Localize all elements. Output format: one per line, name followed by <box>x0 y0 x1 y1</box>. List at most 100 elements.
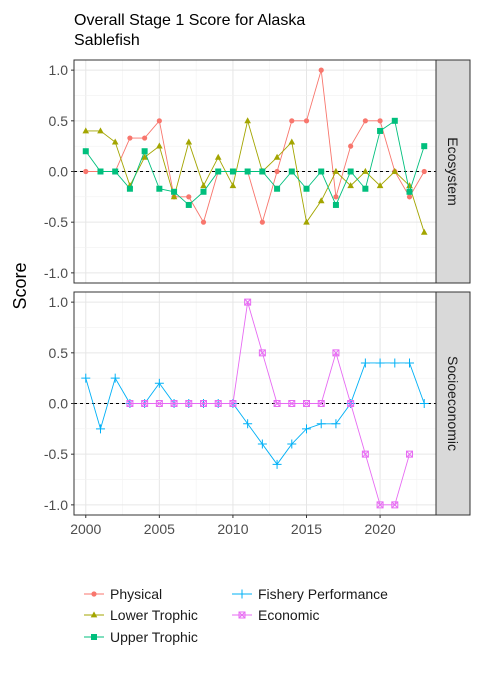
data-point-economic <box>155 400 163 407</box>
data-point-lower-trophic <box>391 167 399 174</box>
y-tick-label: -1.0 <box>44 265 68 281</box>
data-point-upper-trophic <box>200 188 207 195</box>
legend-item-upper-trophic: Upper Trophic <box>84 629 198 645</box>
data-point-upper-trophic <box>421 143 428 150</box>
data-point-upper-trophic <box>391 117 398 124</box>
data-point-economic <box>141 400 149 407</box>
series-upper-trophic <box>82 117 428 208</box>
x-tick-label: 2000 <box>70 521 101 537</box>
data-point-lower-trophic <box>82 127 90 134</box>
data-point-lower-trophic <box>229 182 237 189</box>
data-point-economic <box>303 400 311 407</box>
data-point-physical <box>318 67 324 73</box>
data-point-upper-trophic <box>362 185 369 192</box>
data-point-physical <box>186 194 192 200</box>
y-axis-label: Score <box>10 262 30 309</box>
data-point-economic <box>244 298 252 306</box>
data-point-fishery-performance <box>257 439 267 449</box>
data-point-lower-trophic <box>347 182 354 189</box>
data-point-lower-trophic <box>156 142 163 149</box>
legend-key-marker <box>91 634 97 640</box>
data-point-upper-trophic <box>215 168 222 175</box>
data-point-upper-trophic <box>185 201 192 208</box>
series-economic <box>126 298 414 509</box>
y-tick-label: 0.5 <box>49 345 69 361</box>
data-point-economic <box>406 450 414 458</box>
data-point-fishery-performance <box>287 439 297 449</box>
data-point-physical <box>83 168 89 175</box>
data-point-fishery-performance <box>331 419 341 429</box>
data-point-lower-trophic <box>332 167 340 174</box>
data-point-upper-trophic <box>377 127 384 134</box>
data-point-upper-trophic <box>171 188 178 195</box>
x-tick-label: 2020 <box>365 521 396 537</box>
data-point-lower-trophic <box>170 193 178 200</box>
data-point-economic <box>126 400 134 407</box>
legend: Physical Lower Trophic Upper Trophic Fisher… <box>84 586 388 645</box>
data-point-economic <box>214 400 222 407</box>
data-point-economic <box>391 501 399 509</box>
panel-socioeconomic: -1.0 -0.5 0.0 0.5 1.0 Socioeconomic <box>44 291 471 516</box>
data-point-fishery-performance <box>154 378 164 388</box>
data-point-fishery-performance <box>405 358 415 368</box>
legend-label: Upper Trophic <box>110 629 198 645</box>
chart-title-line-2: Sablefish <box>74 32 140 49</box>
data-point-fishery-performance <box>110 373 120 383</box>
x-tick-label: 2015 <box>291 521 322 537</box>
data-point-upper-trophic <box>97 168 104 175</box>
legend-label: Physical <box>110 586 162 602</box>
data-point-lower-trophic <box>420 228 428 235</box>
data-point-physical <box>348 143 354 149</box>
data-point-physical <box>303 118 310 124</box>
data-point-economic <box>185 400 193 407</box>
data-point-physical <box>333 194 339 200</box>
x-axis: 2000 2005 2010 2015 2020 <box>70 515 396 537</box>
facet-strip-label: Socioeconomic <box>445 356 461 451</box>
chart-title-line-1: Overall Stage 1 Score for Alaska <box>74 12 305 29</box>
data-point-physical <box>362 118 368 124</box>
data-point-economic <box>332 349 340 357</box>
data-point-physical <box>406 194 413 200</box>
data-point-lower-trophic <box>185 138 193 145</box>
y-tick-label: 0.5 <box>49 113 69 129</box>
legend-key-marker <box>237 589 247 599</box>
data-point-economic <box>347 400 355 407</box>
data-point-upper-trophic <box>244 168 251 175</box>
data-point-physical <box>289 118 295 124</box>
data-point-upper-trophic <box>318 168 325 175</box>
data-point-economic <box>273 400 281 407</box>
data-point-physical <box>421 168 427 175</box>
data-point-lower-trophic <box>303 218 310 225</box>
x-tick-label: 2005 <box>144 521 175 537</box>
legend-item-fishery-performance: Fishery Performance <box>232 586 388 602</box>
data-point-lower-trophic <box>273 153 281 160</box>
series-fishery-performance <box>81 358 429 469</box>
data-point-upper-trophic <box>259 168 266 175</box>
y-tick-label: -0.5 <box>44 214 68 230</box>
y-tick-label: 1.0 <box>49 294 69 310</box>
facet-strip <box>435 291 471 516</box>
legend-item-physical: Physical <box>84 586 162 602</box>
data-point-lower-trophic <box>111 138 119 145</box>
data-point-economic <box>199 400 207 407</box>
y-tick-label: 0.0 <box>49 164 69 180</box>
legend-key-marker <box>91 591 97 597</box>
panels-layer: -1.0 -0.5 0.0 0.5 1.0 Ecosystem -1.0 -0.5 0.0 0.5… <box>44 59 471 516</box>
data-point-economic <box>170 400 178 407</box>
legend-key-marker <box>238 611 246 619</box>
data-point-economic <box>258 349 266 357</box>
legend-label: Fishery Performance <box>258 586 388 602</box>
data-point-physical <box>127 135 133 141</box>
data-point-lower-trophic <box>362 167 369 174</box>
legend-label: Economic <box>258 607 319 623</box>
data-point-lower-trophic <box>317 197 325 204</box>
data-point-lower-trophic <box>214 153 222 160</box>
data-point-physical <box>259 219 265 225</box>
data-point-upper-trophic <box>347 168 354 175</box>
data-point-economic <box>288 400 296 407</box>
data-point-physical <box>274 168 280 175</box>
data-point-upper-trophic <box>288 168 295 175</box>
data-point-fishery-performance <box>316 419 326 429</box>
panel-ecosystem: -1.0 -0.5 0.0 0.5 1.0 Ecosystem <box>44 59 471 284</box>
data-point-upper-trophic <box>303 185 310 192</box>
